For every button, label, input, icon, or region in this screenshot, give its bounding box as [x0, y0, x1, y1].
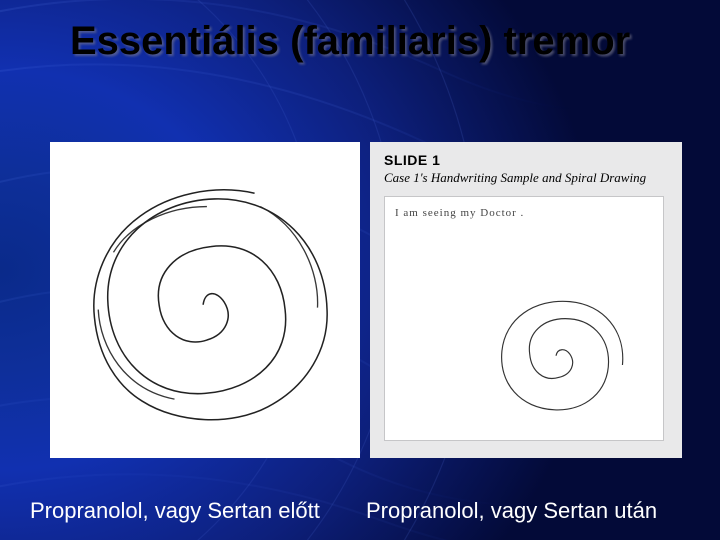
- caption-row: Propranolol, vagy Sertan előtt Propranol…: [0, 498, 720, 524]
- figure-after-treatment: SLIDE 1 Case 1's Handwriting Sample and …: [370, 142, 682, 458]
- slide-title: Essentiális (familiaris) tremor: [70, 18, 680, 64]
- figure-before-treatment: [50, 142, 360, 458]
- spiral-path-before: [94, 190, 327, 420]
- slide-subtitle: Case 1's Handwriting Sample and Spiral D…: [384, 170, 672, 186]
- spiral-after-icon: [471, 268, 641, 428]
- caption-before: Propranolol, vagy Sertan előtt: [0, 498, 358, 524]
- figure-row: SLIDE 1 Case 1's Handwriting Sample and …: [50, 142, 694, 458]
- spiral-path-after: [502, 301, 623, 410]
- spiral-before-icon: [62, 154, 348, 446]
- slide-number-label: SLIDE 1: [384, 152, 672, 168]
- caption-after: Propranolol, vagy Sertan után: [358, 498, 720, 524]
- inner-panel: I am seeing my Doctor .: [384, 196, 664, 441]
- handwriting-sample: I am seeing my Doctor .: [395, 207, 653, 219]
